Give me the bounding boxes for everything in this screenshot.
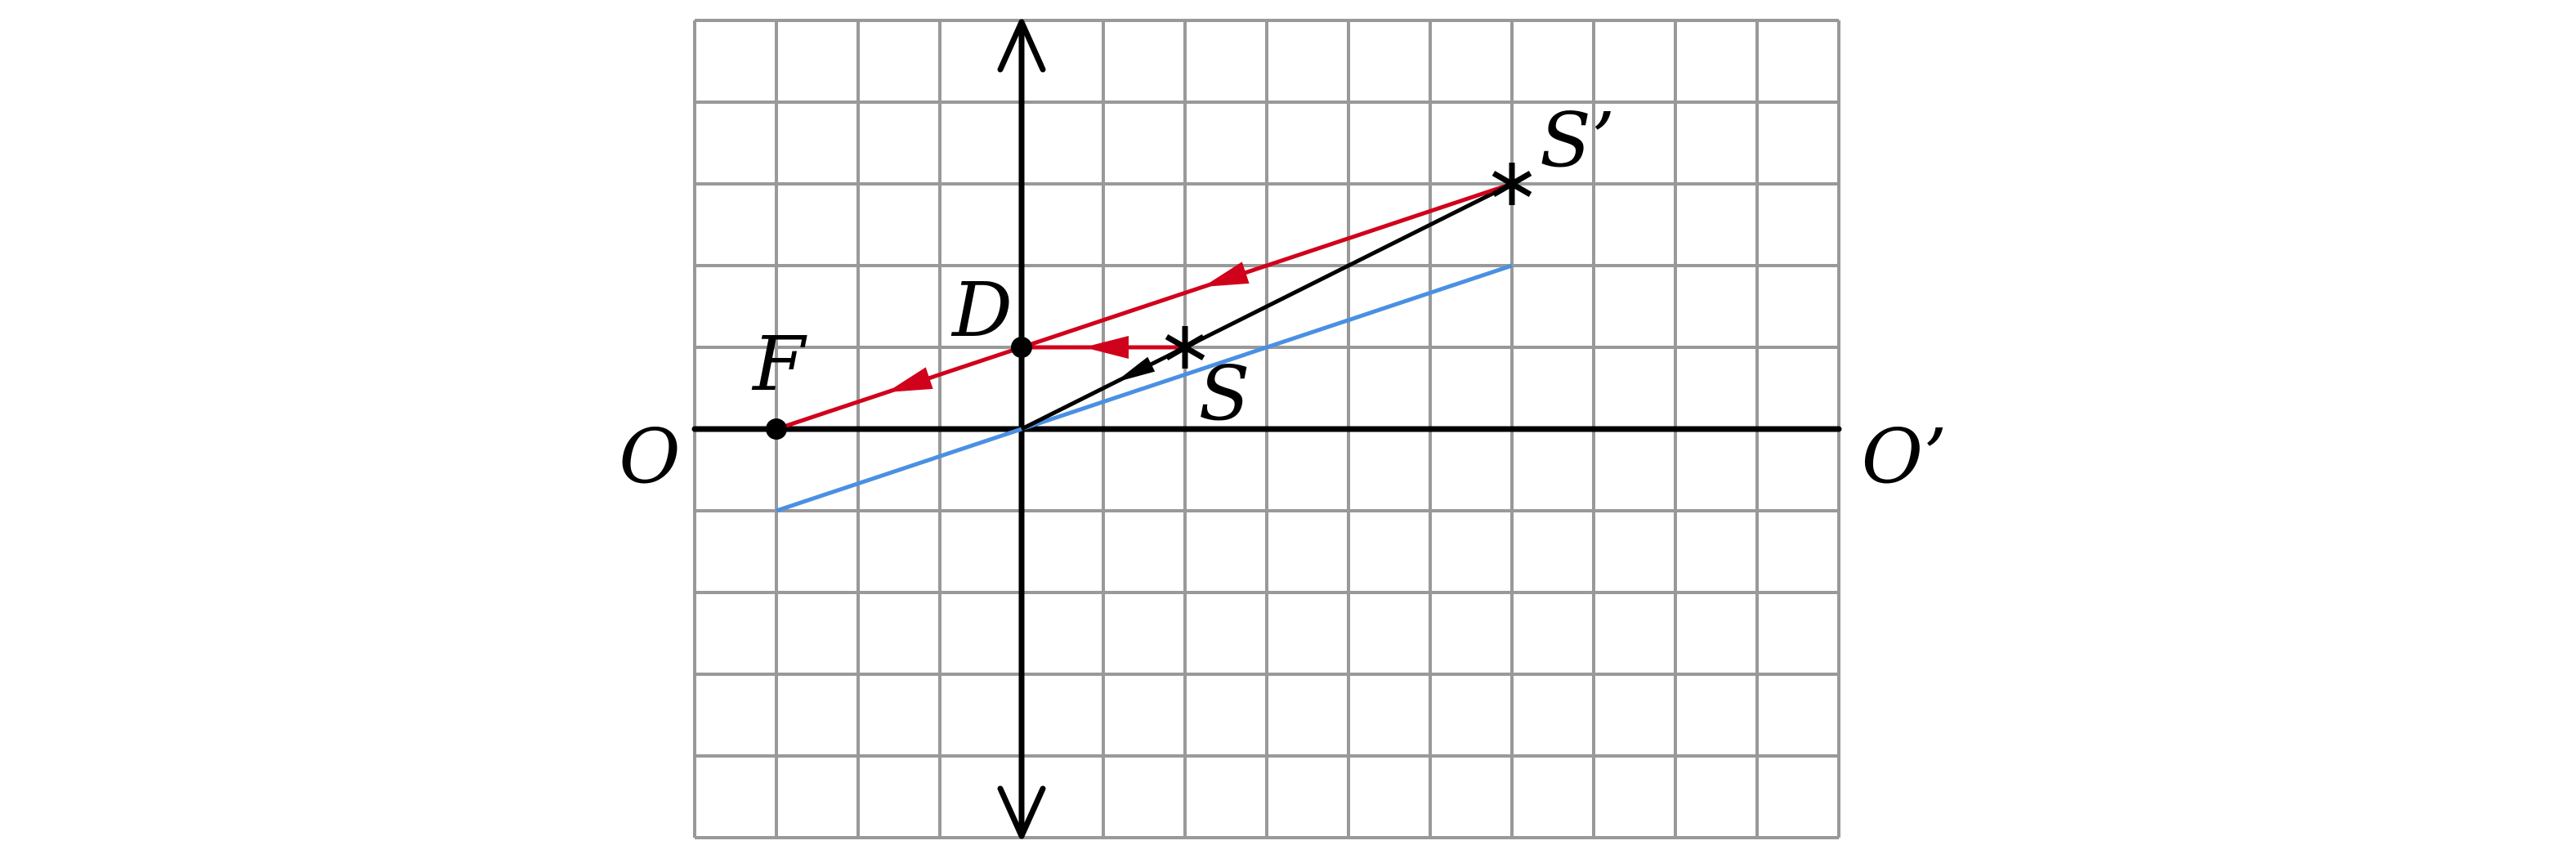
label-o-right: O’ <box>1862 413 1948 500</box>
lens-arrow-top <box>997 19 1046 73</box>
red-ray-arrowhead <box>1203 262 1250 287</box>
lens-arrow-bottom <box>997 785 1046 839</box>
black-ray-arrowhead <box>1115 356 1156 382</box>
focus-point <box>766 418 787 440</box>
label-f: F <box>751 320 807 408</box>
label-s: S <box>1198 350 1250 437</box>
label-s-prime: S’ <box>1540 96 1615 184</box>
label-o-left: O <box>619 413 680 500</box>
label-d: D <box>950 266 1013 354</box>
black-central-ray <box>1020 181 1514 432</box>
image-star-icon <box>1491 163 1532 205</box>
red-ray-arrowhead <box>1084 336 1129 359</box>
star-arm <box>1491 170 1532 198</box>
blue-auxiliary-ray <box>776 263 1513 513</box>
star-arm <box>1165 333 1205 361</box>
source-star-icon <box>1165 326 1205 369</box>
lens-point-d <box>1011 337 1032 358</box>
red-ray-arrowhead <box>887 367 933 392</box>
